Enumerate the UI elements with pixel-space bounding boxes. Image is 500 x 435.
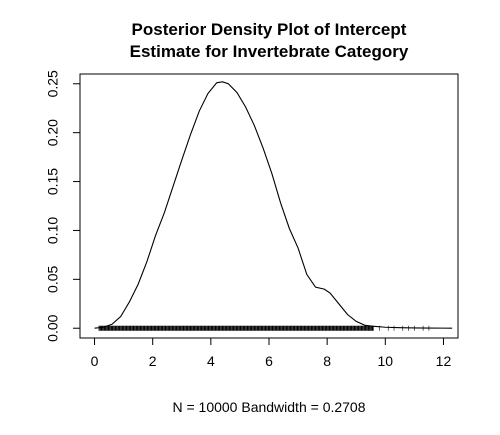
y-tick-label: 0.15	[45, 168, 61, 195]
rug-marks	[98, 325, 430, 331]
x-tick-label: 0	[91, 353, 99, 369]
x-tick-label: 6	[265, 353, 273, 369]
chart-title-line-2: Estimate for Invertebrate Category	[130, 42, 409, 61]
y-axis: 0.00 0.05 0.10 0.15 0.20 0.25	[45, 70, 81, 342]
y-tick-label: 0.20	[45, 119, 61, 146]
chart-title-line-1: Posterior Density Plot of Intercept	[132, 20, 407, 39]
y-tick-label: 0.10	[45, 217, 61, 244]
x-tick-label: 4	[207, 353, 215, 369]
x-axis: 0 2 4 6 8 10 12	[91, 337, 452, 369]
y-tick-label: 0.00	[45, 314, 61, 341]
density-curve	[94, 81, 453, 329]
y-tick-label: 0.05	[45, 265, 61, 292]
plot-frame	[79, 73, 459, 339]
x-axis-label: N = 10000 Bandwidth = 0.2708	[172, 399, 365, 415]
x-tick-label: 10	[378, 353, 394, 369]
x-tick-label: 12	[436, 353, 452, 369]
x-tick-label: 2	[149, 353, 157, 369]
y-tick-label: 0.25	[45, 70, 61, 97]
x-tick-label: 8	[323, 353, 331, 369]
